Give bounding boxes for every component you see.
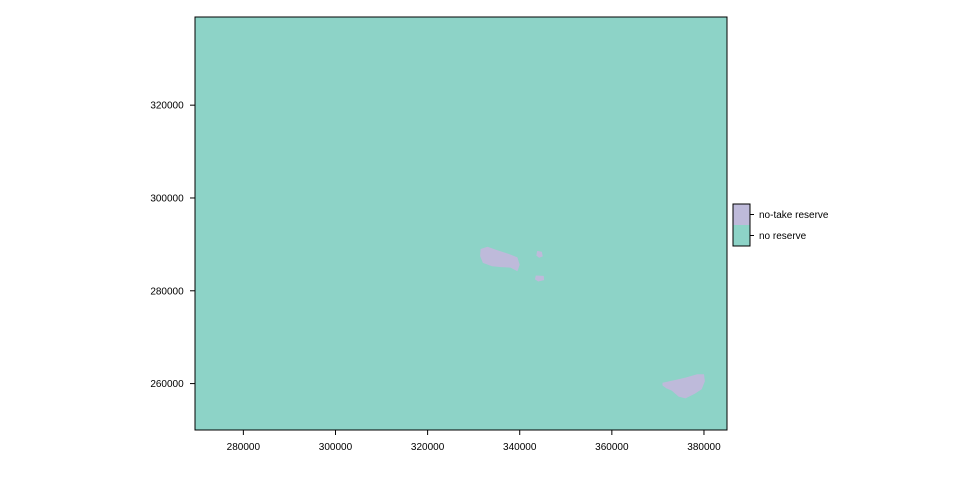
map-area (194, 16, 728, 431)
x-tick-label: 320000 (411, 442, 445, 453)
x-tick-label: 300000 (319, 442, 353, 453)
no-reserve-area (195, 17, 727, 430)
legend-label: no-take reserve (759, 210, 829, 221)
x-tick-label: 360000 (595, 442, 629, 453)
plot-frame (194, 16, 728, 431)
legend-swatch (733, 204, 750, 225)
y-tick-label: 280000 (150, 286, 184, 297)
y-tick-label: 260000 (150, 379, 184, 390)
x-tick-label: 340000 (503, 442, 537, 453)
legend: no-take reserve no reserve (732, 203, 829, 247)
x-tick-label: 280000 (227, 442, 261, 453)
no-take-reserve-region-4 (662, 374, 705, 399)
no-take-reserve-region-2 (536, 250, 543, 258)
no-take-reserve-region-3 (534, 275, 545, 282)
legend-frame (732, 203, 751, 247)
legend-label: no reserve (759, 231, 807, 242)
legend-swatch (733, 225, 750, 246)
no-take-reserve-region-1 (480, 246, 520, 272)
y-axis: 260000 280000 300000 320000 (150, 101, 195, 390)
y-tick-label: 320000 (150, 101, 184, 112)
y-tick-label: 300000 (150, 193, 184, 204)
x-axis: 280000 300000 320000 340000 360000 380000 (227, 430, 721, 453)
x-tick-label: 380000 (687, 442, 721, 453)
